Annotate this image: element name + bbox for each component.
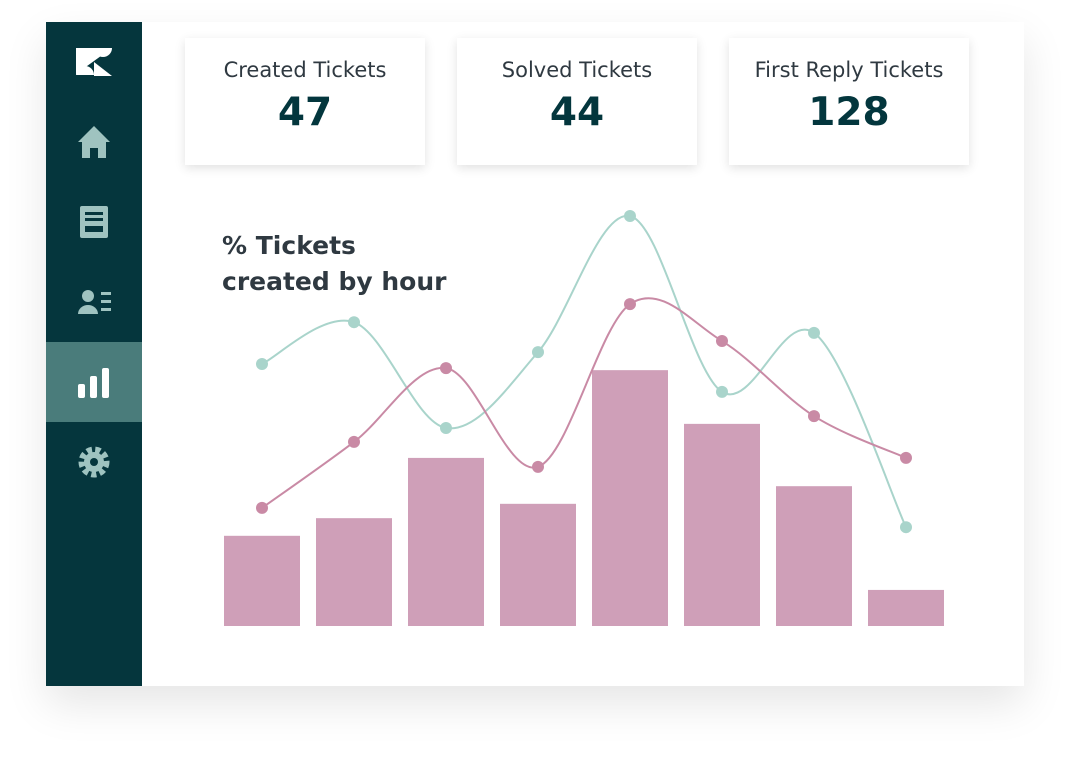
bar <box>684 423 760 626</box>
line-point <box>256 358 268 371</box>
nav-users[interactable] <box>78 290 111 314</box>
kpi-card: First Reply Tickets 128 <box>729 38 969 165</box>
bar <box>316 518 392 626</box>
line-point <box>900 521 912 534</box>
bar <box>408 457 484 626</box>
line-point <box>348 435 360 448</box>
nav-icons <box>76 48 112 478</box>
chart-title: % Tickets created by hour <box>222 231 447 296</box>
line-point <box>440 362 452 375</box>
kpi-label: Solved Tickets <box>501 58 653 82</box>
kpi-value: 47 <box>277 90 333 135</box>
nav-tickets[interactable] <box>80 206 108 238</box>
line-point <box>716 385 728 398</box>
bar <box>224 535 300 626</box>
kpi-label: First Reply Tickets <box>754 58 944 82</box>
line-point <box>624 298 636 311</box>
kpi-value: 44 <box>549 90 605 135</box>
line-point <box>900 451 912 464</box>
logo <box>76 48 112 76</box>
nav-home[interactable] <box>78 126 110 158</box>
bar <box>868 589 944 626</box>
bar <box>500 503 576 626</box>
line-point <box>808 410 820 423</box>
sidebar <box>46 22 142 686</box>
bar <box>776 486 852 626</box>
nav-reporting[interactable] <box>78 368 109 398</box>
line <box>261 297 907 509</box>
kpi-card: Created Tickets 47 <box>185 38 425 165</box>
line-point <box>624 210 636 222</box>
kpi-label: Created Tickets <box>223 58 387 82</box>
line-point <box>440 421 452 434</box>
line-point <box>532 460 544 473</box>
line-point <box>532 346 544 359</box>
bar <box>592 370 668 626</box>
line-point <box>716 335 728 348</box>
line-point <box>348 316 360 329</box>
line-point <box>256 501 268 514</box>
line-point <box>808 326 820 339</box>
kpi-value: 128 <box>808 90 890 135</box>
nav-settings[interactable] <box>78 446 110 478</box>
kpi-card: Solved Tickets 44 <box>457 38 697 165</box>
